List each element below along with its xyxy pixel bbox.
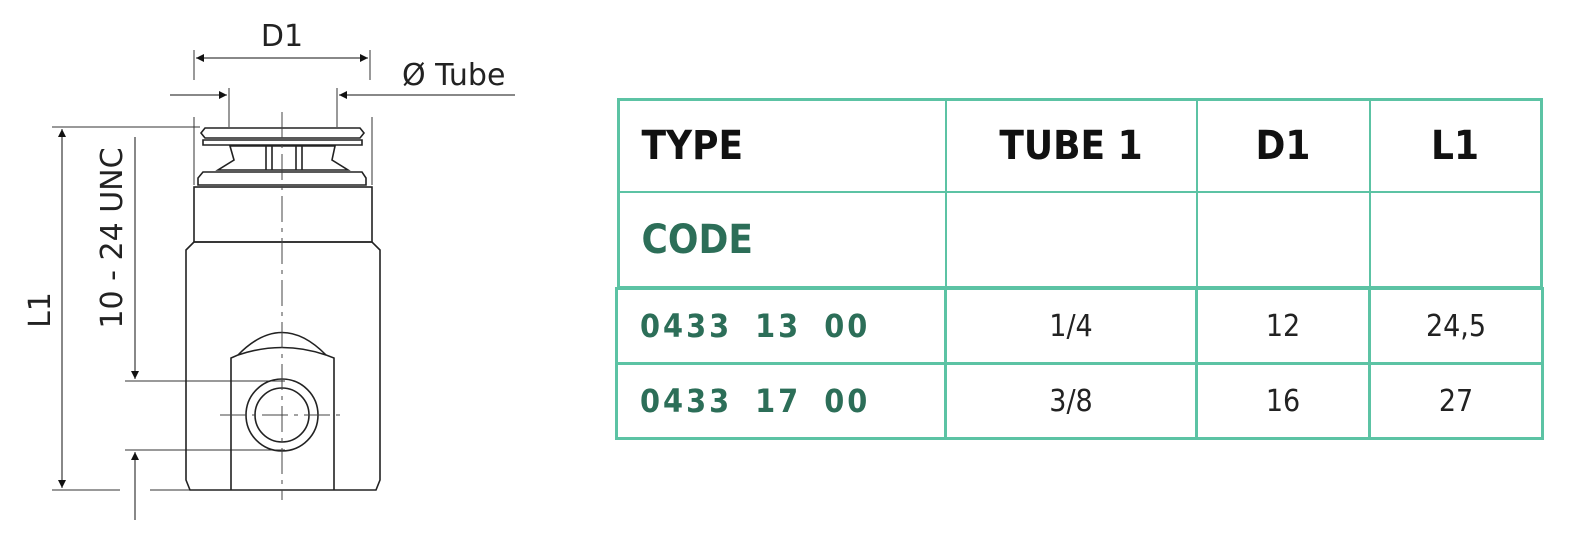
- header-d1: D1: [1196, 98, 1370, 192]
- header-row: TYPE TUBE 1 D1 L1 CODE: [616, 98, 1543, 289]
- l1-value: 24,5: [1368, 287, 1544, 365]
- header-empty: [1196, 192, 1370, 287]
- product-code: 0433 17 00: [615, 362, 947, 440]
- thread-dimension-label: 10 - 24 UNC: [95, 147, 130, 328]
- tube-size: 3/8: [944, 362, 1198, 440]
- table-row: 0433 13 00 1/4 12 24,5: [615, 287, 1544, 365]
- header-empty: [945, 192, 1197, 287]
- l1-value: 27: [1368, 362, 1544, 440]
- fitting-technical-drawing: D1 Ø Tube L1 10 - 24 UNC: [23, 19, 515, 520]
- d1-value: 12: [1195, 287, 1371, 365]
- table-row: 0433 17 00 3/8 16 27: [615, 362, 1544, 440]
- header-empty: [1369, 192, 1543, 287]
- header-type: TYPE: [616, 98, 946, 192]
- header-tube: TUBE 1: [945, 98, 1197, 192]
- tube-diameter-label: Ø Tube: [402, 58, 505, 93]
- tube-size: 1/4: [944, 287, 1198, 365]
- d1-dimension-label: D1: [261, 19, 303, 54]
- d1-value: 16: [1195, 362, 1371, 440]
- header-l1: L1: [1369, 98, 1543, 192]
- header-code: CODE: [616, 192, 946, 287]
- l1-dimension-label: L1: [23, 292, 58, 328]
- product-code: 0433 13 00: [615, 287, 947, 365]
- product-table: TYPE TUBE 1 D1 L1 CODE 0433 13 00 1/4 12…: [615, 98, 1544, 440]
